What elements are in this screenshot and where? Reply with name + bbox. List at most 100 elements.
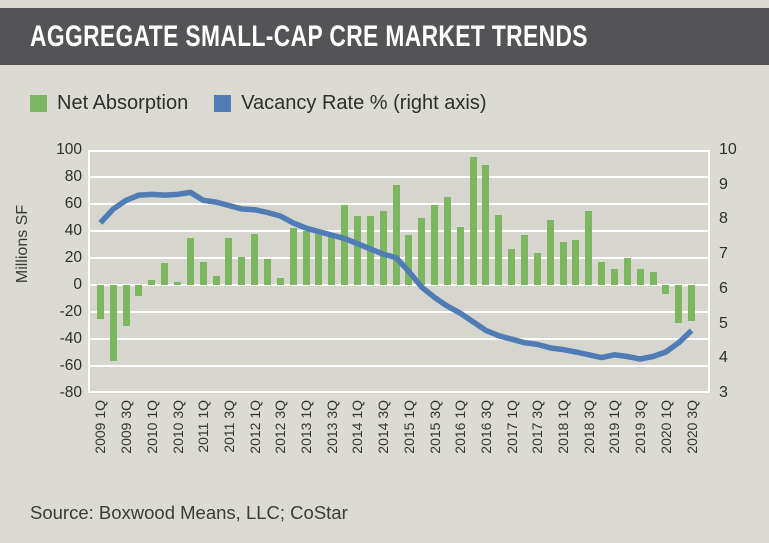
x-tick-label: 2010 1Q (143, 400, 160, 454)
x-tick-label: 2015 1Q (400, 400, 417, 454)
bar-2019-2Q (623, 258, 631, 285)
bar-2016-4Q (495, 214, 503, 285)
left-tick-label: -40 (59, 330, 82, 347)
bar-2014-4Q (392, 185, 400, 285)
right-tick-label: 4 (719, 349, 728, 367)
gridline (90, 284, 708, 286)
left-tick-label: 60 (64, 195, 82, 212)
bar-2020-2Q (675, 285, 683, 323)
bar-2019-4Q (649, 271, 657, 285)
bar-2011-3Q (225, 237, 233, 285)
net-absorption-legend-swatch (30, 95, 47, 112)
x-tick-label: 2011 1Q (195, 400, 212, 453)
bar-2012-4Q (289, 228, 297, 285)
x-tick-label: 2020 3Q (683, 400, 700, 454)
bar-2020-1Q (662, 285, 670, 295)
bar-2013-3Q (328, 233, 336, 285)
bar-2017-1Q (508, 248, 516, 285)
gridline (90, 365, 708, 367)
left-axis-title: Millions SF (14, 204, 31, 284)
plot-area (88, 150, 710, 393)
gridline (90, 176, 708, 178)
x-tick-label: 2014 3Q (375, 400, 392, 454)
x-tick-label: 2020 1Q (657, 400, 674, 454)
left-tick-label: -80 (59, 384, 82, 401)
x-tick-label: 2018 1Q (555, 400, 572, 454)
bar-2009-3Q (122, 285, 130, 326)
bar-2015-1Q (405, 235, 413, 285)
source-note: Source: Boxwood Means, LLC; CoStar (30, 502, 348, 523)
left-tick-label: 80 (64, 168, 82, 185)
x-tick-label: 2012 3Q (272, 400, 289, 454)
right-tick-label: 10 (719, 141, 737, 158)
x-tick-label: 2017 1Q (503, 400, 520, 454)
x-tick-label: 2009 1Q (92, 400, 109, 454)
right-tick-label: 9 (719, 175, 728, 193)
bar-2016-1Q (456, 226, 464, 285)
bar-2009-1Q (96, 285, 104, 319)
bar-2009-4Q (135, 285, 143, 296)
gridline (90, 338, 708, 340)
bar-2013-2Q (315, 232, 323, 285)
bar-2011-1Q (199, 262, 207, 285)
right-tick-label: 3 (719, 384, 728, 401)
bar-2017-4Q (546, 220, 554, 285)
left-tick-label: -20 (59, 303, 82, 320)
x-tick-label: 2013 3Q (323, 400, 340, 454)
x-tick-label: 2019 1Q (606, 400, 623, 454)
right-tick-label: 7 (719, 245, 728, 263)
bar-2016-2Q (469, 156, 477, 285)
bar-2012-2Q (263, 259, 271, 285)
x-tick-label: 2017 3Q (529, 400, 546, 454)
bar-2010-2Q (161, 263, 169, 285)
vacancy-rate-legend-label: Vacancy Rate % (right axis) (241, 92, 487, 114)
bar-2014-1Q (353, 216, 361, 285)
header-band: AGGREGATE SMALL-CAP CRE MARKET TRENDS (0, 8, 769, 65)
x-tick-label: 2010 3Q (169, 400, 186, 454)
bar-2010-4Q (186, 237, 194, 285)
left-tick-label: -60 (59, 357, 82, 374)
x-tick-label: 2016 3Q (477, 400, 494, 454)
x-tick-label: 2016 1Q (452, 400, 469, 454)
bar-2014-3Q (379, 210, 387, 285)
right-tick-label: 8 (719, 210, 728, 228)
vacancy-rate-line (98, 189, 694, 362)
bar-2017-3Q (533, 252, 541, 285)
x-tick-label: 2011 3Q (220, 400, 237, 453)
bar-2009-2Q (109, 285, 117, 361)
x-tick-label: 2014 1Q (349, 400, 366, 454)
bar-2010-1Q (148, 279, 156, 285)
bar-2018-3Q (585, 210, 593, 285)
left-tick-label: 0 (73, 276, 82, 293)
bar-2017-2Q (521, 235, 528, 285)
right-tick-label: 5 (719, 314, 728, 332)
legend: Net Absorption Vacancy Rate % (right axi… (30, 92, 486, 115)
bar-2012-3Q (276, 278, 284, 285)
x-tick-label: 2019 3Q (632, 400, 649, 454)
bar-2018-1Q (559, 241, 567, 285)
chart-title: AGGREGATE SMALL-CAP CRE MARKET TRENDS (30, 19, 588, 53)
bar-2015-4Q (443, 197, 451, 285)
bar-2018-4Q (598, 262, 606, 285)
bar-2015-3Q (431, 205, 439, 285)
bar-2012-1Q (251, 233, 259, 285)
x-tick-label: 2009 3Q (118, 400, 135, 454)
left-tick-label: 100 (56, 141, 82, 158)
vacancy-rate-line-layer (98, 189, 694, 362)
bar-2016-3Q (482, 164, 490, 285)
x-tick-label: 2015 3Q (426, 400, 443, 454)
left-tick-label: 40 (64, 222, 82, 239)
net-absorption-legend-label: Net Absorption (57, 92, 189, 114)
bar-2020-3Q (688, 285, 696, 322)
bar-2011-4Q (238, 256, 246, 285)
right-tick-label: 6 (719, 279, 728, 297)
bar-2019-1Q (610, 268, 618, 285)
bar-2013-4Q (341, 205, 349, 285)
bar-2018-2Q (572, 240, 580, 285)
bar-2011-2Q (212, 275, 220, 285)
x-tick-label: 2013 1Q (298, 400, 315, 454)
bar-2013-1Q (302, 231, 310, 285)
vacancy-rate-legend-swatch (214, 95, 232, 112)
left-tick-label: 20 (64, 249, 82, 266)
